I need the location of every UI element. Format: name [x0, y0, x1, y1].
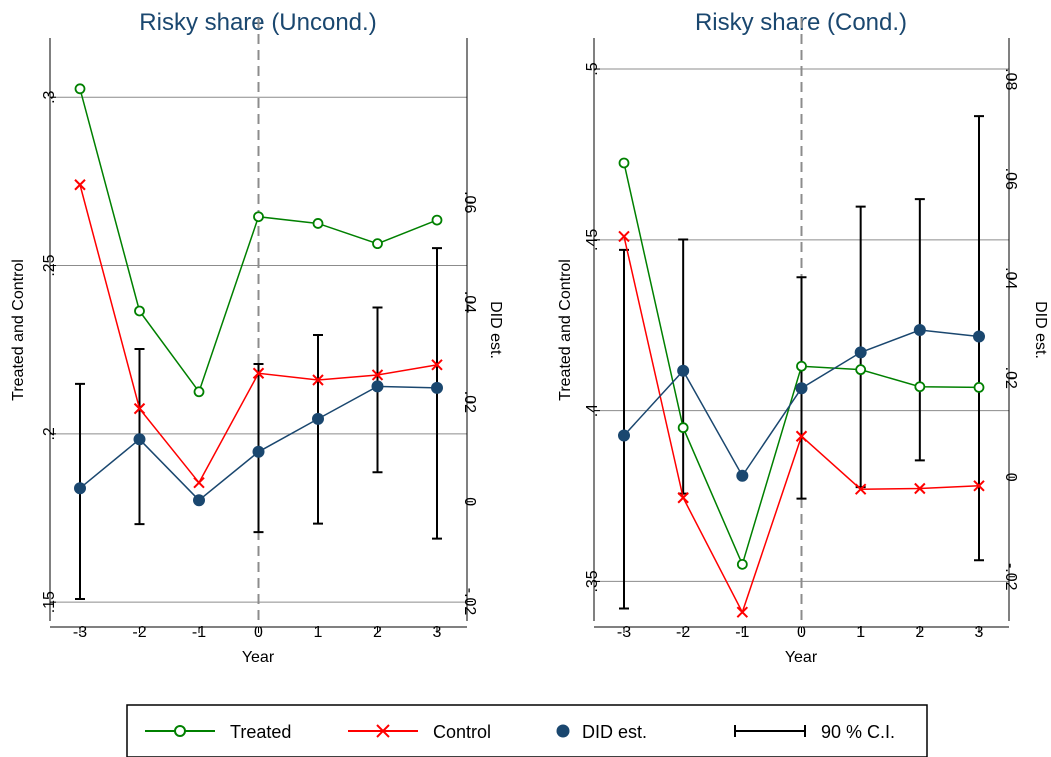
x-tick-label: -1	[192, 624, 206, 641]
y2-axis-label: DID est.	[1032, 301, 1049, 359]
y2-tick-label: .06	[1002, 168, 1019, 190]
legend: Treated Control DID est. 90 % C.I.	[126, 704, 928, 757]
legend-item-did: DID est.	[556, 722, 647, 742]
point-control	[431, 359, 443, 371]
point-treated	[677, 422, 689, 434]
x-tick-label: 3	[975, 624, 984, 641]
point-treated	[736, 558, 748, 570]
y-tick-label: .5	[584, 62, 601, 75]
point-did	[795, 382, 808, 395]
y2-tick-label: 0	[1002, 473, 1019, 482]
x-tick-label: 3	[433, 624, 442, 641]
x-tick-label: 1	[314, 624, 323, 641]
point-control	[74, 179, 86, 191]
point-control	[736, 606, 749, 618]
y2-tick-label: .06	[461, 191, 478, 213]
point-treated	[431, 214, 443, 226]
y2-tick-label: -.02	[1002, 563, 1019, 591]
y-axis-label: Treated and Control	[557, 259, 574, 401]
chart-unconditional: Risky share (Uncond.) Year Treated and C…	[10, 9, 504, 666]
point-control	[193, 476, 205, 489]
legend-marker-treated	[174, 725, 186, 737]
point-did	[854, 346, 867, 359]
legend-marker-control	[376, 724, 390, 738]
point-control	[371, 369, 384, 381]
point-did	[736, 469, 749, 482]
x-axis-label: Year	[785, 649, 818, 666]
point-control	[133, 402, 146, 415]
y2-tick-label: 0	[461, 497, 478, 506]
x-axis-label: Year	[242, 649, 275, 666]
x-tick-label: -2	[132, 624, 146, 641]
point-treated	[372, 238, 383, 250]
y2-tick-label: .04	[461, 291, 478, 313]
point-did	[252, 445, 265, 458]
point-control	[795, 430, 808, 442]
y2-tick-label: .02	[1002, 367, 1019, 389]
x-tick-label: 1	[856, 624, 865, 641]
point-control	[252, 367, 265, 379]
point-control	[854, 483, 867, 495]
legend-marker-did	[556, 724, 570, 738]
point-treated	[193, 386, 205, 398]
legend-item-ci: 90 % C.I.	[734, 722, 895, 742]
point-did	[677, 364, 690, 377]
legend-label-ci: 90 % C.I.	[821, 722, 895, 742]
y2-tick-label: .02	[461, 391, 478, 413]
y-tick-label: .4	[584, 404, 601, 417]
point-did	[618, 429, 630, 442]
point-treated	[74, 83, 86, 95]
legend-label-treated: Treated	[230, 722, 291, 742]
x-tick-label: -3	[73, 624, 87, 641]
ci-bar	[313, 333, 323, 525]
y-tick-label: .35	[584, 570, 601, 592]
point-control	[618, 230, 630, 243]
point-treated	[855, 364, 867, 376]
point-did	[973, 330, 985, 343]
point-did	[371, 380, 384, 393]
x-tick-label: 0	[254, 624, 263, 641]
point-control	[312, 374, 324, 386]
y2-tick-label: .04	[1002, 267, 1019, 289]
point-treated	[253, 211, 264, 223]
point-treated	[914, 381, 926, 393]
y-tick-label: .45	[584, 229, 601, 251]
point-treated	[796, 360, 807, 372]
x-tick-label: 2	[373, 624, 382, 641]
x-tick-label: -1	[735, 624, 749, 641]
y2-tick-label: -.02	[461, 588, 478, 616]
chart-conditional: Risky share (Cond.) Year Treated and Con…	[557, 9, 1049, 666]
plot-area: .35 .4 .45 .5 -.02 0 .02 .04 .06 .08 -3 -2 -1 0 1 2 3	[584, 18, 1019, 641]
point-control	[914, 482, 926, 495]
legend-label-control: Control	[433, 722, 491, 742]
point-did	[74, 482, 86, 495]
y-axis-label: Treated and Control	[10, 259, 27, 401]
point-treated	[618, 157, 630, 169]
legend-item-control: Control	[348, 722, 491, 742]
legend-item-treated: Treated	[145, 722, 291, 742]
point-treated	[973, 381, 985, 393]
x-tick-label: 2	[915, 624, 924, 641]
point-treated	[312, 218, 324, 229]
point-treated	[134, 305, 145, 317]
point-did	[312, 412, 324, 425]
legend-label-did: DID est.	[582, 722, 647, 742]
point-did	[913, 323, 926, 336]
point-did	[133, 433, 146, 446]
point-control	[677, 492, 689, 504]
y2-axis-label: DID est.	[487, 301, 504, 359]
ci-bar	[619, 248, 629, 610]
y2-tick-label: .08	[1002, 68, 1019, 90]
point-did	[431, 381, 443, 394]
x-tick-label: -3	[617, 624, 631, 641]
point-did	[193, 494, 205, 507]
point-control	[973, 480, 985, 492]
x-tick-label: -2	[676, 624, 690, 641]
x-tick-label: 0	[797, 624, 806, 641]
legend-marker-ci	[734, 725, 806, 737]
